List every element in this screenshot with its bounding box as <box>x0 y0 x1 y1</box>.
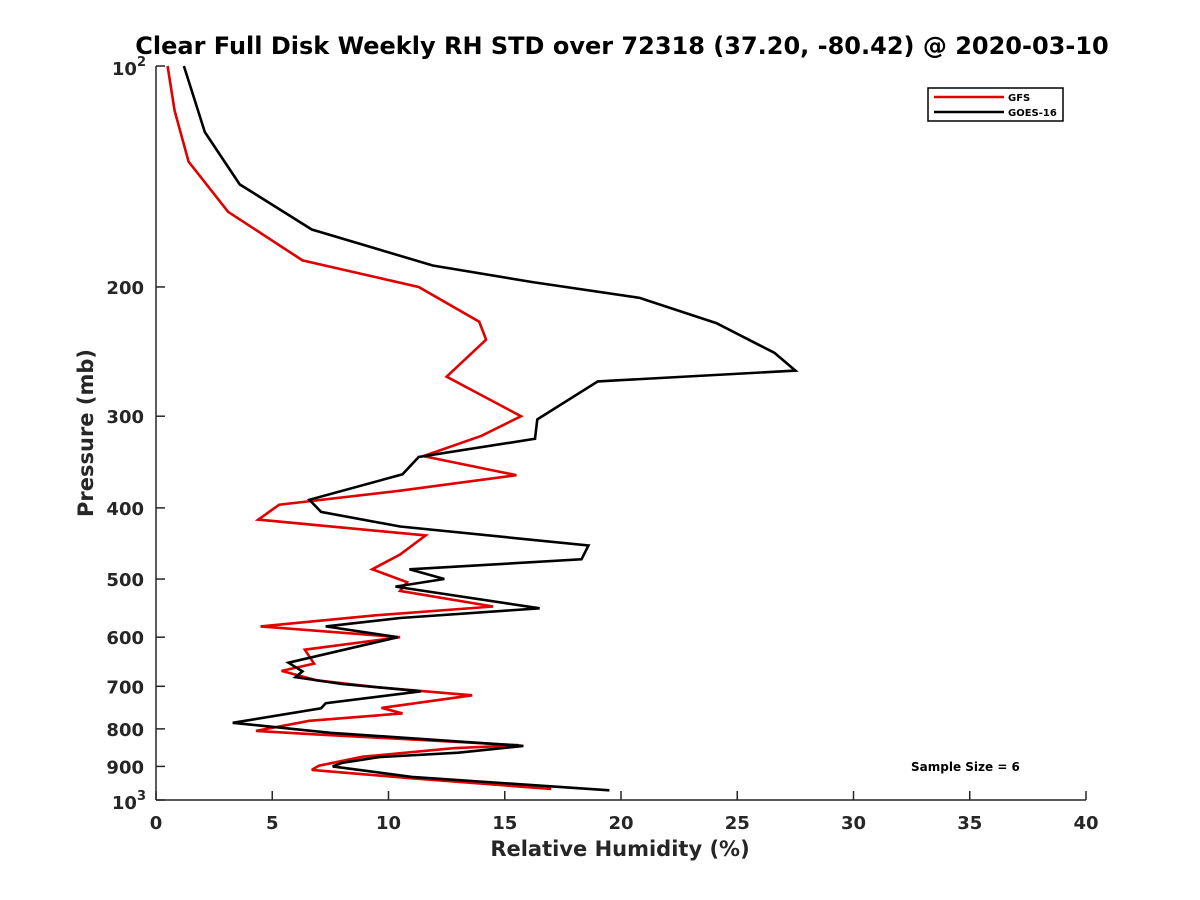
gfs-line <box>166 65 552 791</box>
y-tick-label: 700 <box>106 677 144 698</box>
legend-label-goes16: GOES-16 <box>1008 108 1057 119</box>
y-tick-label: 800 <box>106 720 144 741</box>
y-tick-label: 900 <box>106 757 144 778</box>
y-tick-label: 400 <box>106 499 144 520</box>
x-tick-label: 40 <box>1073 813 1098 834</box>
y-tick-label: 600 <box>106 628 144 649</box>
sample-size-annotation: Sample Size = 6 <box>911 760 1020 774</box>
y-tick-label: 300 <box>106 407 144 428</box>
series-lines <box>166 65 799 792</box>
y-tick-label: 200 <box>106 278 144 299</box>
x-tick-label: 5 <box>266 813 279 834</box>
x-axis-label: Relative Humidity (%) <box>490 837 749 861</box>
x-tick-label: 20 <box>608 813 633 834</box>
x-tick-label: 35 <box>957 813 982 834</box>
x-tick-label: 15 <box>492 813 517 834</box>
y-decade-tick-label: 103 <box>112 789 146 814</box>
x-tick-label: 25 <box>725 813 750 834</box>
legend-box <box>927 87 1064 122</box>
legend-label-gfs: GFS <box>1008 93 1030 104</box>
axes: 0 5 10 15 20 25 30 35 40 200 300 400 500 600 700 800 900… <box>106 55 1098 834</box>
goes16-line <box>182 65 799 792</box>
x-tick-label: 30 <box>841 813 866 834</box>
y-decade-tick-label: 102 <box>112 55 146 80</box>
x-tick-label: 10 <box>376 813 401 834</box>
legend: GFS GOES-16 <box>927 87 1064 122</box>
chart-title: Clear Full Disk Weekly RH STD over 72318… <box>135 32 1108 60</box>
y-axis-label: Pressure (mb) <box>74 349 98 517</box>
x-tick-label: 0 <box>150 813 163 834</box>
y-tick-label: 500 <box>106 570 144 591</box>
